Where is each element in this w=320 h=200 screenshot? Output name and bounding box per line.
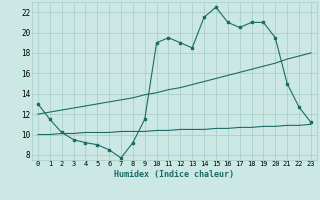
X-axis label: Humidex (Indice chaleur): Humidex (Indice chaleur) — [115, 170, 234, 179]
